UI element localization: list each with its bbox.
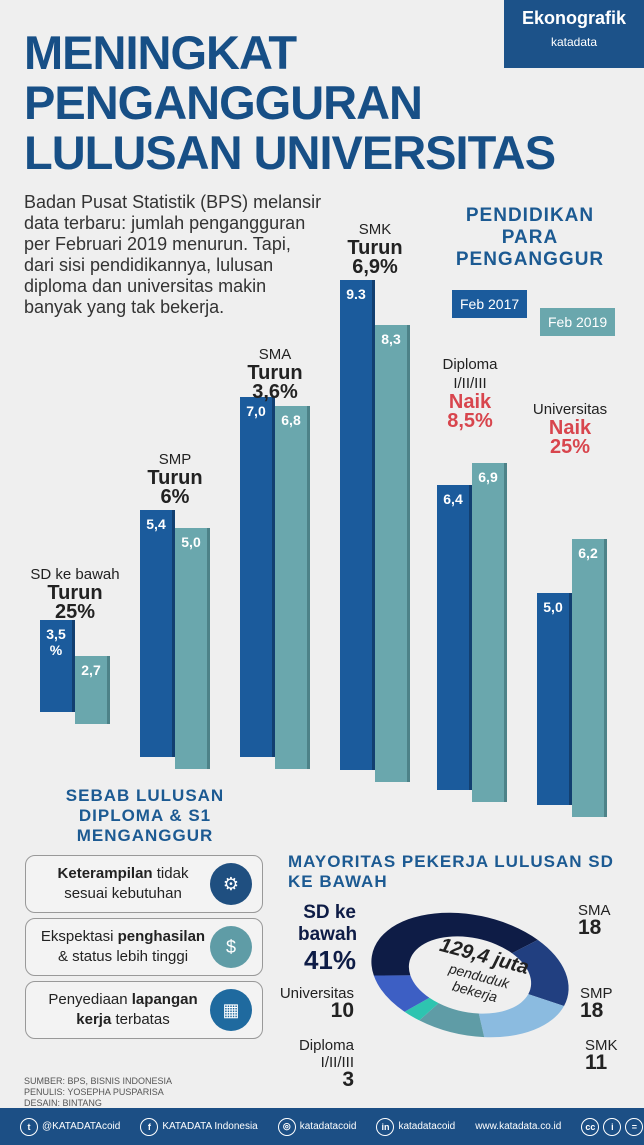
category-label: Diploma I/II/III [442, 356, 498, 392]
bar-value-label: 6,2 [578, 545, 598, 561]
bar-value-label: 2,7 [81, 661, 101, 678]
donut-chart [371, 912, 569, 1038]
change-percent: 25% [54, 601, 96, 623]
donut-label-sma: SMA 18 [578, 902, 611, 939]
bar-value-label: 5,0 [543, 599, 563, 615]
badge-title: Ekonografik [521, 8, 627, 28]
donut-slice-sma [512, 939, 569, 1006]
facebook-link[interactable]: f KATADATA Indonesia [140, 1117, 258, 1136]
legend-feb-2017: Feb 2017 [452, 290, 528, 318]
linkedin-link[interactable]: in katadatacoid [376, 1117, 455, 1136]
category-label: SMA [258, 346, 292, 363]
donut-slice-universitas [373, 975, 430, 1012]
category-label: Universitas [532, 401, 608, 418]
bar-value-label: 7,0 [246, 403, 266, 419]
intro-text: Badan Pusat Statistik (BPS) melansir dat… [24, 192, 322, 317]
bar-value-label: 8,3 [381, 330, 401, 347]
bar-feb-2017: 3,5 % [40, 619, 72, 712]
linkedin-icon: in [376, 1117, 395, 1136]
ekonografik-badge: Ekonografik katadata [504, 0, 644, 68]
title-line: MENINGKAT [24, 26, 297, 79]
bar-value-label: 6,9 [478, 468, 498, 485]
bar-feb-2017: 5,4 [140, 510, 172, 757]
donut-label-sd: SD ke bawah 41% [298, 902, 358, 975]
brand-logo: katadata [550, 35, 598, 49]
bar-feb-2019: 5,0 [175, 528, 207, 769]
donut-title: MAYORITAS PEKERJA LULUSAN SD KE BAWAH [288, 852, 614, 891]
bar-value-label: 9.3 [346, 285, 366, 302]
bar-value-label: 6,8 [281, 412, 301, 428]
cc-icon: cc [581, 1117, 600, 1136]
bar-feb-2017: 6,4 [437, 485, 469, 790]
instagram-icon: ◎ [277, 1117, 296, 1136]
bar-value-label: 5,4 [146, 516, 166, 532]
legend-feb-2019: Feb 2019 [540, 308, 616, 336]
change-percent: 25% [549, 436, 591, 458]
credits: SUMBER: BPS, BISNIS INDONESIA PENULIS: YO… [24, 1076, 173, 1108]
change-direction: Turun [247, 362, 303, 384]
bar-value-label: 3,5 % [46, 625, 66, 658]
change-percent: 3,6% [252, 381, 298, 403]
change-direction: Turun [147, 467, 203, 489]
website-link[interactable]: www.katadata.co.id [475, 1121, 562, 1132]
buildings-icon: ▦ [210, 989, 252, 1031]
change-percent: 8,5% [447, 410, 493, 432]
title-line: PENGANGGURAN [24, 76, 423, 129]
change-direction: Naik [448, 391, 492, 413]
footer: t @KATADATAcoid f KATADATA Indonesia ◎ kata… [0, 1108, 644, 1145]
page-title: MENINGKAT PENGANGGURAN LULUSAN UNIVERSIT… [24, 26, 556, 179]
cause-item: Ekspektasi penghasilan & status lebih ti… [25, 918, 263, 976]
donut-label-diploma: Diploma I/II/III 3 [298, 1037, 354, 1091]
change-annotation: SMK Turun 6,9% [330, 220, 420, 277]
bar-feb-2019: 6,8 [275, 406, 307, 769]
change-annotation: Universitas Naik 25% [525, 400, 615, 457]
change-direction: Turun [347, 237, 403, 259]
bar-feb-2017: 7,0 [240, 397, 272, 757]
bar-feb-2019: 6,2 [572, 539, 604, 817]
bar-value-label: 6,4 [443, 491, 463, 507]
bar-feb-2019: 2,7 [75, 655, 107, 724]
change-direction: Turun [47, 582, 103, 604]
donut-slice-smk [419, 1003, 485, 1038]
bar-feb-2019: 8,3 [375, 324, 407, 782]
nd-icon: = [625, 1117, 644, 1136]
bar-feb-2017: 5,0 [537, 593, 569, 805]
donut-slice-sd-ke-bawah [371, 912, 538, 976]
by-icon: i [603, 1117, 622, 1136]
change-annotation: SMA Turun 3,6% [230, 345, 320, 402]
instagram-link[interactable]: ◎ katadatacoid [277, 1117, 356, 1136]
change-direction: Naik [548, 417, 592, 439]
causes-title: SEBAB LULUSAN DIPLOMA & S1 MENGANGGUR [65, 786, 225, 845]
bar-feb-2017: 9.3 [340, 279, 372, 770]
gear-person-icon: ⚙ [210, 863, 252, 905]
bar-feb-2019: 6,9 [472, 462, 504, 802]
change-annotation: Diploma I/II/III Naik 8,5% [425, 355, 515, 431]
twitter-icon: t [20, 1117, 38, 1136]
bar-value-label: 5,0 [181, 534, 201, 550]
change-percent: 6% [160, 486, 190, 508]
category-label: SMP [158, 451, 192, 468]
category-label: SD ke bawah [30, 566, 120, 583]
donut-label-smp: SMP 18 [580, 985, 613, 1022]
category-label: SMK [358, 221, 392, 238]
twitter-link[interactable]: t @KATADATAcoid [20, 1117, 120, 1136]
cause-item: Keterampilan tidak sesuai kebutuhan ⚙ [25, 855, 263, 913]
facebook-icon: f [140, 1117, 159, 1136]
change-annotation: SD ke bawah Turun 25% [30, 565, 120, 622]
chart-title: PENDIDIKAN PARA PENGANGGUR [455, 205, 605, 270]
change-percent: 6,9% [352, 256, 398, 278]
license-icons: cc i = [581, 1117, 644, 1136]
donut-slice-smp [478, 994, 565, 1038]
change-annotation: SMP Turun 6% [130, 450, 220, 507]
donut-slice-diploma-i-ii-iii [404, 997, 439, 1021]
cause-item: Penyediaan lapangan kerja terbatas ▦ [25, 981, 263, 1039]
hand-coin-icon: $ [210, 926, 252, 968]
donut-label-smk: SMK 11 [585, 1037, 618, 1074]
title-line: LULUSAN UNIVERSITAS [24, 126, 556, 179]
donut-label-universitas: Universitas 10 [279, 985, 354, 1022]
